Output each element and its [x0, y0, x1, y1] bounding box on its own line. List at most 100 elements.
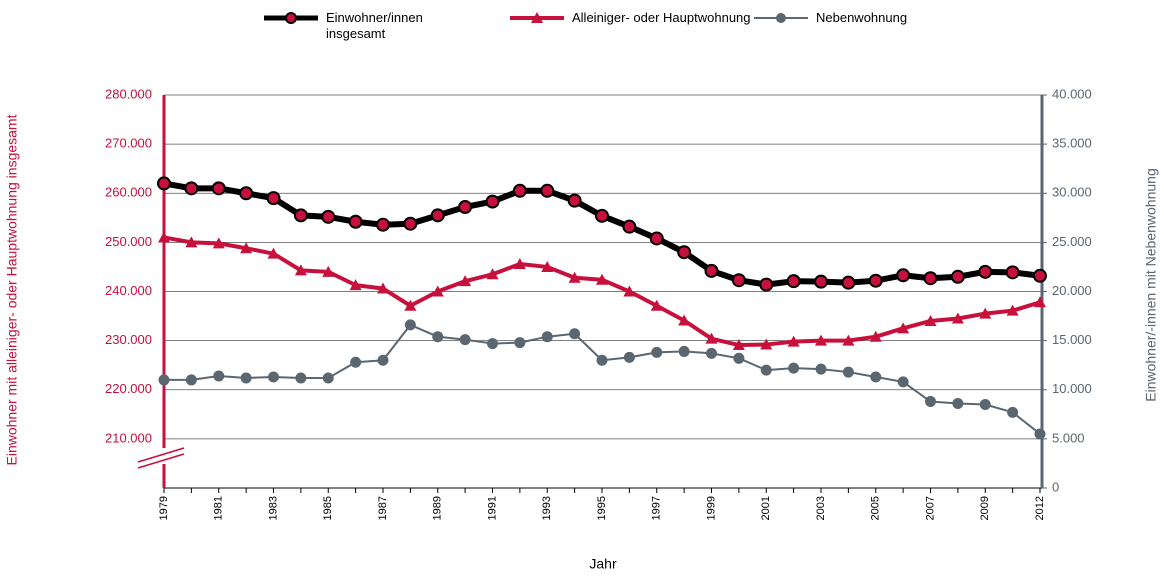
marker — [567, 193, 582, 208]
marker — [787, 335, 800, 347]
legend-label: Einwohner/innen insgesamt — [326, 10, 423, 41]
axis-break — [137, 453, 185, 469]
marker — [322, 265, 335, 277]
marker — [815, 363, 827, 375]
marker — [541, 260, 554, 272]
marker — [431, 285, 444, 297]
marker — [814, 274, 828, 289]
x-tick-label: 1991 — [486, 496, 498, 520]
marker — [706, 347, 717, 359]
marker — [979, 307, 992, 319]
y-tick-label: 240.000 — [105, 283, 152, 298]
marker — [923, 271, 938, 286]
marker — [240, 242, 253, 254]
marker — [979, 398, 991, 410]
marker — [760, 338, 773, 350]
marker — [349, 279, 362, 291]
marker — [185, 374, 197, 386]
marker — [157, 176, 171, 191]
marker — [704, 263, 719, 278]
marker — [978, 264, 993, 279]
marker — [869, 330, 882, 342]
marker — [211, 181, 226, 196]
x-tick-label: 2001 — [760, 496, 772, 520]
marker — [458, 200, 473, 215]
y2-axis-title: Einwohner/-innen mit Nebenwohnung — [1143, 168, 1159, 401]
series-line — [163, 180, 1041, 288]
y-tick-label: 260.000 — [105, 185, 152, 200]
marker — [513, 257, 526, 269]
legend-label: Nebenwohnung — [816, 10, 908, 25]
legend-symbol — [754, 13, 808, 23]
x-tick-label: 2007 — [924, 496, 936, 520]
x-tick-label: 1981 — [213, 496, 225, 520]
y2-tick-label: 30.000 — [1052, 185, 1092, 200]
marker — [788, 362, 800, 374]
marker — [950, 269, 965, 284]
legend-item: Alleiniger- oder Hauptwohnung — [508, 10, 751, 26]
y-tick-label: 280.000 — [105, 86, 152, 101]
marker — [677, 245, 692, 260]
legend-label: Alleiniger- oder Hauptwohnung — [572, 10, 751, 25]
marker — [650, 299, 663, 311]
marker — [897, 322, 910, 334]
marker — [377, 282, 389, 294]
marker — [786, 274, 801, 289]
marker — [184, 181, 199, 196]
marker — [952, 398, 964, 410]
marker — [512, 183, 527, 198]
marker — [596, 273, 608, 285]
legend-item: Nebenwohnung — [752, 10, 907, 26]
y2-tick-label: 10.000 — [1052, 381, 1092, 396]
y2-tick-label: 25.000 — [1052, 234, 1092, 249]
marker — [459, 334, 471, 346]
y2-tick-label: 0 — [1052, 479, 1059, 494]
marker — [295, 372, 307, 384]
marker — [870, 371, 882, 383]
marker — [842, 366, 854, 378]
marker — [868, 273, 883, 288]
marker — [623, 351, 635, 363]
marker — [350, 356, 362, 368]
legend-symbol — [264, 12, 318, 24]
marker — [404, 319, 416, 331]
marker — [596, 354, 608, 366]
marker — [595, 208, 609, 223]
y-tick-label: 250.000 — [105, 234, 152, 249]
y-tick-label: 230.000 — [105, 332, 152, 347]
marker — [896, 268, 911, 283]
x-tick-label: 1989 — [432, 496, 444, 520]
y2-tick-label: 40.000 — [1052, 86, 1092, 101]
y-axis-title: Einwohner mit alleiniger- oder Hauptwohn… — [4, 114, 20, 465]
marker — [514, 337, 526, 349]
x-tick-label: 1997 — [651, 496, 663, 520]
marker — [213, 370, 225, 382]
legend-item: Einwohner/innen insgesamt — [262, 10, 436, 42]
marker — [731, 273, 746, 288]
y2-tick-label: 15.000 — [1052, 332, 1092, 347]
x-tick-label: 1983 — [267, 496, 279, 520]
marker — [459, 275, 472, 287]
marker — [268, 371, 279, 383]
marker — [759, 277, 774, 292]
marker — [623, 285, 636, 297]
series-line — [164, 323, 1041, 435]
marker — [842, 334, 855, 346]
marker — [733, 352, 745, 364]
marker — [622, 219, 637, 234]
marker — [267, 247, 280, 259]
marker — [486, 268, 499, 280]
x-tick-label: 2012 — [1034, 496, 1046, 520]
marker — [541, 331, 553, 343]
marker — [1033, 268, 1047, 283]
marker — [1007, 406, 1019, 418]
x-tick-label: 2009 — [979, 496, 991, 520]
marker — [376, 217, 390, 232]
marker — [432, 331, 444, 343]
marker — [321, 209, 336, 224]
marker — [569, 328, 581, 340]
x-tick-label: 2003 — [815, 496, 827, 520]
legend-symbol — [510, 12, 564, 23]
marker — [348, 214, 363, 229]
